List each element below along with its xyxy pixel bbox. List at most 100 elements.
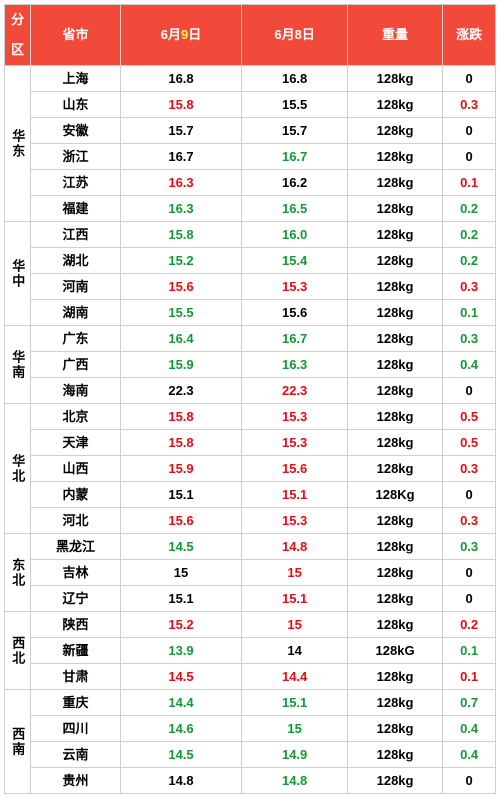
region-cell: 西南 [5, 690, 31, 794]
table-row: 江苏16.316.2128kg0.1 [5, 170, 496, 196]
jun9-cell: 14.5 [120, 742, 242, 768]
weight-cell: 128kg [347, 144, 442, 170]
change-cell: 0 [443, 768, 496, 794]
weight-cell: 128kg [347, 274, 442, 300]
change-cell: 0.3 [443, 508, 496, 534]
province-cell: 内蒙 [31, 482, 120, 508]
weight-cell: 128kg [347, 92, 442, 118]
jun9-cell: 16.3 [120, 196, 242, 222]
table-row: 山东15.815.5128kg0.3 [5, 92, 496, 118]
change-cell: 0 [443, 378, 496, 404]
table-row: 浙江16.716.7128kg0 [5, 144, 496, 170]
province-cell: 山东 [31, 92, 120, 118]
jun8-cell: 15.3 [242, 404, 348, 430]
province-cell: 辽宁 [31, 586, 120, 612]
region-cell: 西北 [5, 612, 31, 690]
header-jun8: 6月8日 [242, 5, 348, 66]
change-cell: 0.3 [443, 92, 496, 118]
weight-cell: 128kG [347, 638, 442, 664]
table-row: 甘肃14.514.4128kg0.1 [5, 664, 496, 690]
weight-cell: 128kg [347, 66, 442, 92]
header-province: 省市 [31, 5, 120, 66]
jun8-cell: 15.3 [242, 508, 348, 534]
table-row: 山西15.915.6128kg0.3 [5, 456, 496, 482]
jun9-cell: 22.3 [120, 378, 242, 404]
jun9-cell: 16.7 [120, 144, 242, 170]
province-cell: 陕西 [31, 612, 120, 638]
jun8-cell: 15.5 [242, 92, 348, 118]
table-row: 海南22.322.3128kg0 [5, 378, 496, 404]
table-row: 华中江西15.816.0128kg0.2 [5, 222, 496, 248]
table-row: 东北黑龙江14.514.8128kg0.3 [5, 534, 496, 560]
jun8-cell: 16.0 [242, 222, 348, 248]
jun9-cell: 15.6 [120, 508, 242, 534]
jun9-cell: 15.8 [120, 404, 242, 430]
province-cell: 重庆 [31, 690, 120, 716]
jun9-cell: 13.9 [120, 638, 242, 664]
change-cell: 0.4 [443, 716, 496, 742]
region-cell: 华中 [5, 222, 31, 326]
province-cell: 贵州 [31, 768, 120, 794]
change-cell: 0.2 [443, 196, 496, 222]
table-row: 华南广东16.416.7128kg0.3 [5, 326, 496, 352]
province-cell: 江苏 [31, 170, 120, 196]
jun8-cell: 16.8 [242, 66, 348, 92]
weight-cell: 128kg [347, 768, 442, 794]
table-body: 华东上海16.816.8128kg0山东15.815.5128kg0.3安徽15… [5, 66, 496, 794]
weight-cell: 128kg [347, 430, 442, 456]
jun9-cell: 15.8 [120, 222, 242, 248]
jun8-cell: 14 [242, 638, 348, 664]
weight-cell: 128kg [347, 378, 442, 404]
change-cell: 0.3 [443, 534, 496, 560]
header-region: 分区 [5, 5, 31, 66]
weight-cell: 128Kg [347, 482, 442, 508]
jun9-cell: 15.9 [120, 352, 242, 378]
weight-cell: 128kg [347, 586, 442, 612]
jun8-cell: 15.7 [242, 118, 348, 144]
province-cell: 河南 [31, 274, 120, 300]
jun9-cell: 14.4 [120, 690, 242, 716]
table-row: 河南15.615.3128kg0.3 [5, 274, 496, 300]
jun9-cell: 15.5 [120, 300, 242, 326]
jun9-cell: 14.5 [120, 534, 242, 560]
weight-cell: 128kg [347, 716, 442, 742]
province-cell: 四川 [31, 716, 120, 742]
table-row: 新疆13.914128kG0.1 [5, 638, 496, 664]
jun8-cell: 16.2 [242, 170, 348, 196]
change-cell: 0 [443, 586, 496, 612]
table-row: 云南14.514.9128kg0.4 [5, 742, 496, 768]
jun9-cell: 15.2 [120, 612, 242, 638]
region-cell: 华南 [5, 326, 31, 404]
change-cell: 0 [443, 560, 496, 586]
region-cell: 华东 [5, 66, 31, 222]
table-row: 内蒙15.115.1128Kg0 [5, 482, 496, 508]
weight-cell: 128kg [347, 508, 442, 534]
jun9-cell: 15 [120, 560, 242, 586]
table-row: 贵州14.814.8128kg0 [5, 768, 496, 794]
jun8-cell: 16.3 [242, 352, 348, 378]
weight-cell: 128kg [347, 456, 442, 482]
change-cell: 0.2 [443, 612, 496, 638]
jun9-cell: 16.3 [120, 170, 242, 196]
change-cell: 0.2 [443, 248, 496, 274]
jun9-cell: 15.9 [120, 456, 242, 482]
region-cell: 华北 [5, 404, 31, 534]
table-row: 湖南15.515.6128kg0.1 [5, 300, 496, 326]
price-table: 分区 省市 6月9日 6月8日 重量 涨跌 华东上海16.816.8128kg0… [4, 4, 496, 794]
weight-cell: 128kg [347, 404, 442, 430]
jun9-cell: 16.4 [120, 326, 242, 352]
table-row: 天津15.815.3128kg0.5 [5, 430, 496, 456]
weight-cell: 128kg [347, 612, 442, 638]
change-cell: 0.4 [443, 742, 496, 768]
weight-cell: 128kg [347, 326, 442, 352]
change-cell: 0.1 [443, 300, 496, 326]
change-cell: 0.3 [443, 326, 496, 352]
province-cell: 吉林 [31, 560, 120, 586]
province-cell: 新疆 [31, 638, 120, 664]
table-row: 华东上海16.816.8128kg0 [5, 66, 496, 92]
change-cell: 0.3 [443, 274, 496, 300]
table-row: 辽宁15.115.1128kg0 [5, 586, 496, 612]
table-row: 吉林1515128kg0 [5, 560, 496, 586]
table-row: 四川14.615128kg0.4 [5, 716, 496, 742]
change-cell: 0.1 [443, 170, 496, 196]
